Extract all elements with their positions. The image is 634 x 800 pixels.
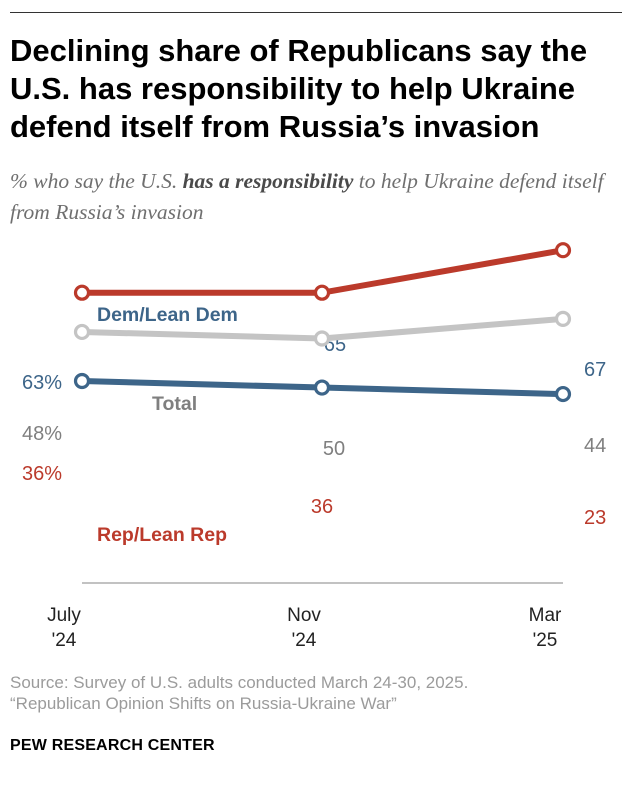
top-rule <box>10 12 622 13</box>
subtitle-pre: % who say the U.S. <box>10 169 183 193</box>
data-label-dem-lean-dem-2: 67 <box>584 359 606 381</box>
data-point-rep-lean-rep-2 <box>554 242 572 259</box>
data-label-total-1: 50 <box>323 438 345 460</box>
data-label-rep-lean-rep-0: 36% <box>22 463 62 485</box>
data-point-dem-lean-dem-0 <box>73 372 91 390</box>
source-note: Source: Survey of U.S. adults conducted … <box>10 672 468 714</box>
series-name-total: Total <box>152 393 197 415</box>
data-label-rep-lean-rep-1: 36 <box>311 496 333 518</box>
data-point-dem-lean-dem-1 <box>313 379 331 396</box>
series-name-dem-lean-dem: Dem/Lean Dem <box>97 304 238 326</box>
x-tick-year-2: '25 <box>533 630 558 651</box>
data-point-rep-lean-rep-1 <box>313 284 331 301</box>
data-label-rep-lean-rep-2: 23 <box>584 507 606 529</box>
brand-name: PEW RESEARCH CENTER <box>10 737 215 754</box>
chart-title: Declining share of Republicans say the U… <box>10 33 588 144</box>
data-label-total-2: 44 <box>584 435 606 457</box>
chart-subtitle: % who say the U.S. has a responsibility … <box>10 166 620 228</box>
series-name-rep-lean-rep: Rep/Lean Rep <box>97 524 227 546</box>
subtitle-emphasis: has a responsibility <box>182 169 354 193</box>
data-label-total-0: 48% <box>22 423 62 445</box>
source-line-2: “Republican Opinion Shifts on Russia-Ukr… <box>10 694 397 713</box>
data-point-total-0 <box>73 323 91 341</box>
subtitle-post: to help Ukraine defend itself from Russi… <box>10 169 604 224</box>
data-point-total-2 <box>554 310 572 327</box>
data-label-dem-lean-dem-0: 63% <box>22 372 62 394</box>
x-tick-year-0: '24 <box>52 630 77 651</box>
data-point-rep-lean-rep-0 <box>73 284 91 301</box>
x-tick-label-1: Nov <box>287 605 321 626</box>
data-point-dem-lean-dem-2 <box>554 385 572 403</box>
x-tick-label-0: July <box>47 605 81 626</box>
x-tick-label-2: Mar <box>529 605 562 626</box>
data-point-total-1 <box>313 330 331 347</box>
source-line-1: Source: Survey of U.S. adults conducted … <box>10 673 469 692</box>
x-tick-year-1: '24 <box>292 630 317 651</box>
